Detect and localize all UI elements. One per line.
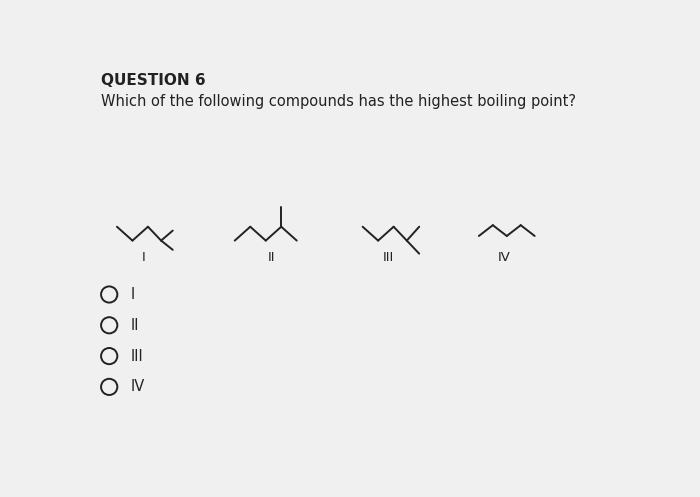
Text: Which of the following compounds has the highest boiling point?: Which of the following compounds has the…: [102, 94, 577, 109]
Text: II: II: [130, 318, 139, 333]
Text: II: II: [268, 251, 276, 264]
Text: QUESTION 6: QUESTION 6: [102, 73, 206, 88]
Text: IV: IV: [130, 379, 144, 395]
Text: IV: IV: [498, 251, 511, 264]
Text: III: III: [130, 348, 143, 364]
Text: III: III: [383, 251, 394, 264]
Text: I: I: [141, 251, 145, 264]
Text: I: I: [130, 287, 134, 302]
